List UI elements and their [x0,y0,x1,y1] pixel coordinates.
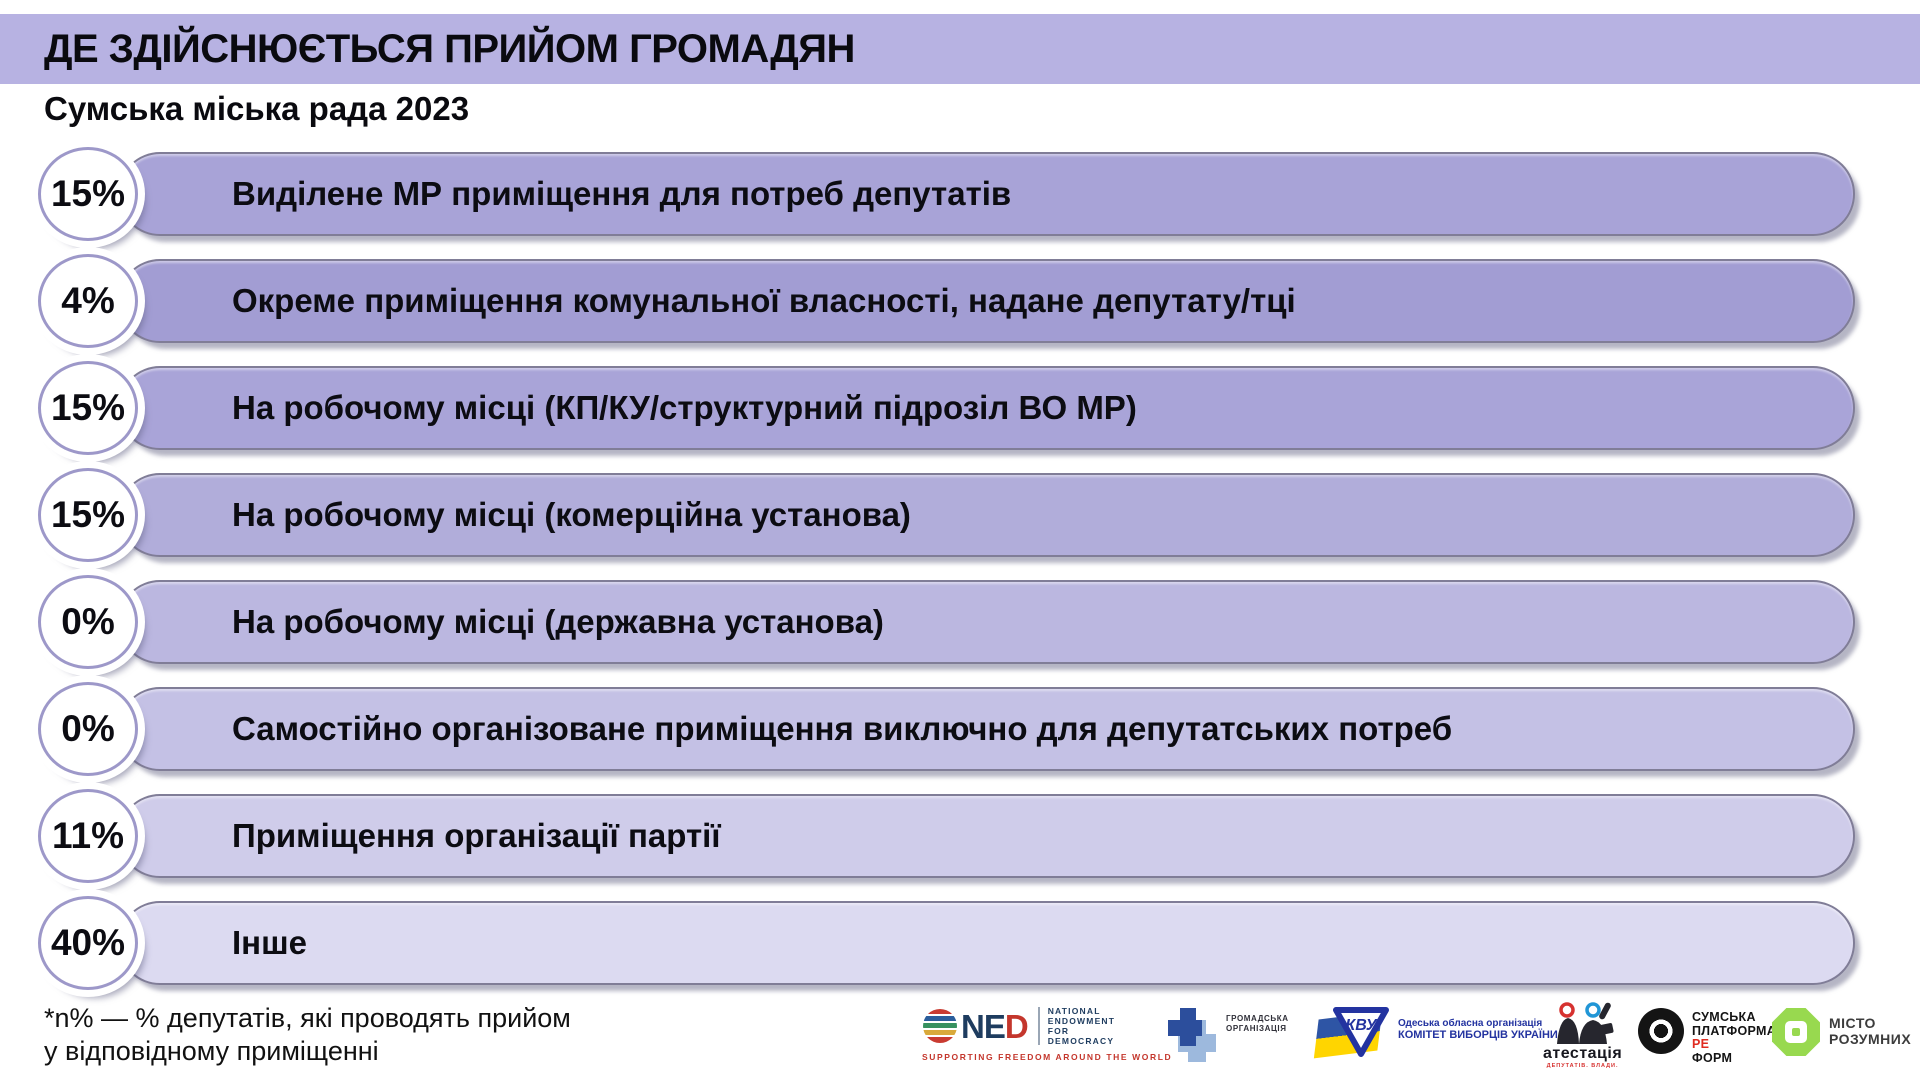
footnote: *n% — % депутатів, які проводять прийом … [44,1002,571,1068]
ned-logo: NED NATIONAL ENDOWMENT FOR DEMOCRACY SUP… [922,1006,1172,1062]
row-label: На робочому місці (державна установа) [118,580,1855,664]
percent-badge: 0% [38,575,138,669]
hromadska-orhanizatsiia-logo: ГРОМАДСЬКА ОРГАНІЗАЦІЯ [1168,1008,1289,1064]
atestatsia-tagline: ДЕПУТАТІВ. ВЛАДИ. [1546,1063,1619,1069]
percentage-rows: 15% Виділене МР приміщення для потреб де… [0,147,1920,1008]
percent-badge: 40% [38,896,138,990]
footnote-line2: у відповідному приміщенні [44,1036,379,1066]
table-row: 0% На робочому місці (державна установа) [0,575,1920,669]
row-label: На робочому місці (комерційна установа) [118,473,1855,557]
target-icon [1638,1008,1684,1054]
ned-org-name: NATIONAL ENDOWMENT FOR DEMOCRACY [1047,1006,1116,1046]
ned-letter-e: E [983,1007,1006,1045]
table-row: 4% Окреме приміщення комунальної власнос… [0,254,1920,348]
spr-line3-red: РЕ [1692,1037,1710,1051]
misto-org-name: МІСТО РОЗУМНИХ [1829,1015,1912,1047]
table-row: 15% На робочому місці (комерційна устано… [0,468,1920,562]
striped-globe-icon [923,1009,957,1043]
atestatsia-wordmark: атестація [1543,1045,1623,1062]
ned-tagline: SUPPORTING FREEDOM AROUND THE WORLD [922,1052,1173,1062]
ned-separator [1037,1007,1040,1045]
spr-org-name: СУМСЬКА ПЛАТФОРМА РЕ ФОРМ [1692,1010,1777,1065]
misto-rozumnykh-logo: МІСТО РОЗУМНИХ [1772,1008,1911,1056]
table-row: 15% Виділене МР приміщення для потреб де… [0,147,1920,241]
table-row: 15% На робочому місці (КП/КУ/структурний… [0,361,1920,455]
row-label: Приміщення організації партії [118,794,1855,878]
table-row: 11% Приміщення організації партії [0,789,1920,883]
go-org-name: ГРОМАДСЬКА ОРГАНІЗАЦІЯ [1226,1014,1289,1033]
row-label: Окреме приміщення комунальної власності,… [118,259,1855,343]
spr-line3-rest: ФОРМ [1692,1050,1733,1065]
percent-badge: 15% [38,147,138,241]
green-octagon-icon [1772,1008,1820,1056]
kvu-triangle-text: КВУ [1345,1017,1377,1034]
row-label: На робочому місці (КП/КУ/структурний під… [118,366,1855,450]
percent-badge: 4% [38,254,138,348]
sumska-platforma-reform-logo: СУМСЬКА ПЛАТФОРМА РЕ ФОРМ [1638,1008,1776,1065]
two-figures-icon [1556,1002,1614,1044]
page-title: ДЕ ЗДІЙСНЮЄТЬСЯ ПРИЙОМ ГРОМАДЯН [44,26,855,71]
kvu-triangle-icon: КВУ [1333,1007,1389,1057]
ned-letter-n: N [961,1007,985,1045]
row-label: Виділене МР приміщення для потреб депута… [118,152,1855,236]
kvu-org-name: Одеська обласна організація КОМІТЕТ ВИБО… [1398,1018,1558,1041]
page-subtitle: Сумська міська рада 2023 [44,90,470,127]
percent-badge: 0% [38,682,138,776]
ned-wordmark: NED [961,1007,1029,1045]
percent-badge: 15% [38,468,138,562]
percent-badge: 15% [38,361,138,455]
blue-cross-icon [1168,1008,1216,1062]
table-row: 40% Інше [0,896,1920,990]
row-label: Самостійно організоване приміщення виклю… [118,687,1855,771]
table-row: 0% Самостійно організоване приміщення ви… [0,682,1920,776]
atestatsia-logo: атестація ДЕПУТАТІВ. ВЛАДИ. [1543,1002,1622,1069]
footnote-line1: *n% — % депутатів, які проводять прийом [44,1003,571,1033]
row-label: Інше [118,901,1855,985]
percent-badge: 11% [38,789,138,883]
kvu-logo: КВУ Одеська обласна організація КОМІТЕТ … [1310,1006,1558,1059]
ned-letter-d: D [1004,1007,1029,1045]
spr-line3: РЕ ФОРМ [1692,1037,1776,1065]
title-banner: ДЕ ЗДІЙСНЮЄТЬСЯ ПРИЙОМ ГРОМАДЯН [0,14,1920,84]
